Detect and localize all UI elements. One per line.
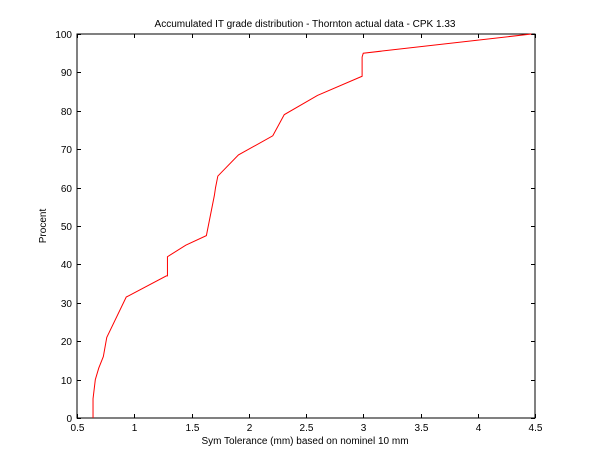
series-line — [92, 33, 532, 418]
y-axis: 0 10 20 30 40 50 60 70 80 90 100 — [55, 30, 535, 425]
y-tick-label: 40 — [61, 260, 73, 271]
x-tick-label: 3.5 — [415, 423, 429, 434]
series-layer — [92, 33, 532, 418]
y-tick-label: 90 — [61, 68, 73, 79]
x-tick-label: 1.5 — [186, 423, 200, 434]
x-tick-label: 0.5 — [71, 423, 85, 434]
y-tick-label: 80 — [61, 107, 73, 118]
x-tick-label: 2.5 — [300, 423, 314, 434]
y-tick-label: 30 — [61, 299, 73, 310]
y-tick-label: 100 — [55, 30, 72, 41]
y-tick-label: 70 — [61, 145, 73, 156]
x-tick-label: 1 — [132, 423, 138, 434]
x-tick-label: 2 — [247, 423, 253, 434]
y-tick-label: 50 — [61, 222, 73, 233]
y-axis-title: Procent — [38, 209, 49, 244]
x-tick-label: 4.5 — [529, 423, 543, 434]
y-tick-label: 0 — [66, 414, 72, 425]
x-axis-title: Sym Tolerance (mm) based on nominel 10 m… — [201, 436, 408, 447]
x-axis: 0.5 1 1.5 2 2.5 3 3.5 4 4.5 — [71, 34, 543, 434]
y-tick-label: 10 — [61, 376, 73, 387]
plot-border — [76, 33, 536, 419]
x-tick-label: 4 — [476, 423, 482, 434]
y-tick-label: 60 — [61, 184, 73, 195]
chart-title: Accumulated IT grade distribution - Thor… — [155, 19, 456, 30]
x-tick-label: 3 — [361, 423, 367, 434]
plot-frame — [76, 33, 536, 419]
y-tick-label: 20 — [61, 337, 73, 348]
